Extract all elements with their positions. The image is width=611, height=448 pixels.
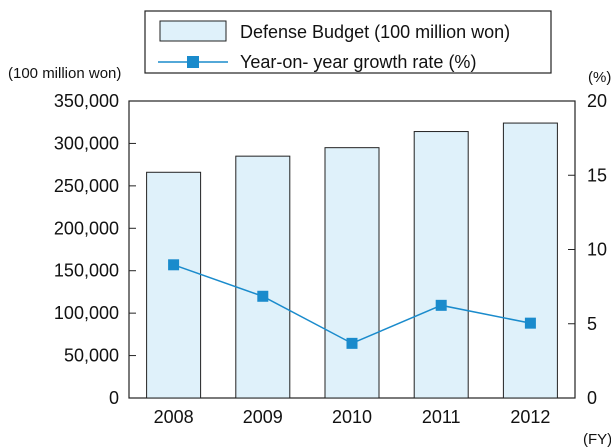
- x-tick-label: 2008: [154, 407, 194, 427]
- x-tick-label: 2009: [243, 407, 283, 427]
- y-left-axis: 0 50,000 100,000 150,000 200,000 250,000 300,0…: [54, 91, 136, 408]
- legend-marker-swatch: [187, 56, 199, 68]
- y-left-tick-label: 250,000: [54, 176, 119, 196]
- bar-2008: [146, 171, 202, 399]
- y-left-tick-label: 200,000: [54, 218, 119, 238]
- x-axis: 2008 2009 2010 2011 2012: [154, 407, 551, 427]
- y-left-tick-label: 150,000: [54, 261, 119, 281]
- legend-bar-swatch: [159, 20, 227, 42]
- y-right-tick-label: 20: [587, 91, 607, 111]
- bar-2010: [324, 147, 380, 399]
- y-right-unit-label: (%): [588, 69, 611, 86]
- bars-layer: [146, 122, 558, 399]
- y-left-tick-label: 100,000: [54, 303, 119, 323]
- y-left-tick-label: 350,000: [54, 91, 119, 111]
- x-tick-label: 2012: [510, 407, 550, 427]
- growth-point-2012: [524, 317, 536, 329]
- growth-point-2010: [346, 337, 358, 349]
- y-right-tick-label: 5: [587, 314, 597, 334]
- bar-2009: [235, 155, 291, 399]
- y-left-tick-label: 300,000: [54, 133, 119, 153]
- x-tick-label: 2010: [332, 407, 372, 427]
- y-right-axis: 0 5 10 15 20: [568, 91, 607, 408]
- legend: Defense Budget (100 million won) Year-on…: [144, 10, 552, 74]
- legend-label-budget: Defense Budget (100 million won): [240, 22, 510, 42]
- bar-2011: [413, 131, 469, 399]
- growth-point-2008: [168, 259, 180, 271]
- line-layer: [168, 259, 536, 349]
- bar-2012: [502, 122, 558, 399]
- growth-point-2011: [435, 299, 447, 311]
- y-left-tick-label: 0: [109, 388, 119, 408]
- y-right-tick-label: 10: [587, 240, 607, 260]
- x-tick-label: 2011: [422, 407, 461, 427]
- y-right-tick-label: 0: [587, 388, 597, 408]
- growth-point-2009: [257, 290, 269, 302]
- y-left-unit-label: (100 million won): [8, 65, 121, 82]
- y-right-tick-label: 15: [587, 165, 607, 185]
- x-unit-label: (FY): [583, 431, 611, 448]
- y-left-tick-label: 50,000: [64, 346, 119, 366]
- legend-label-growth: Year-on- year growth rate (%): [240, 52, 476, 72]
